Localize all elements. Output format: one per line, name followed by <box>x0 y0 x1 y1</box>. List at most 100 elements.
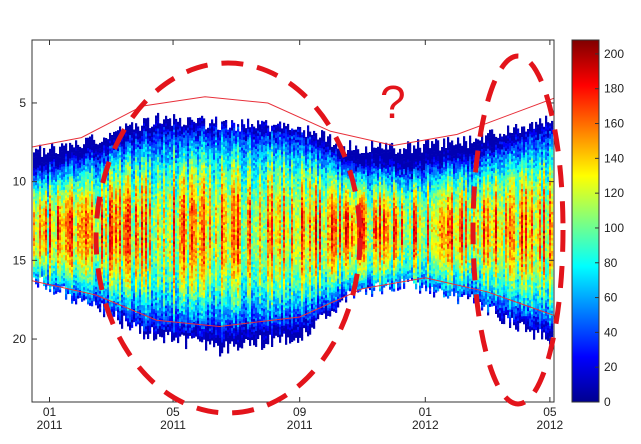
heat-cell <box>83 181 85 184</box>
heat-cell <box>175 181 177 184</box>
heat-cell <box>137 322 139 325</box>
heat-cell <box>137 251 139 254</box>
heat-cell <box>85 151 87 154</box>
heat-cell <box>143 170 145 173</box>
heat-cell <box>83 220 85 223</box>
heat-cell <box>125 303 127 306</box>
heat-cell <box>85 185 87 188</box>
heat-cell <box>117 151 119 154</box>
heat-cell <box>175 228 177 231</box>
heat-cell <box>117 268 119 271</box>
heat-cell <box>135 245 137 248</box>
heat-cell <box>37 186 39 189</box>
heat-cell <box>123 146 125 149</box>
heat-cell <box>157 277 159 280</box>
heat-cell <box>35 242 37 245</box>
heat-cell <box>101 204 103 207</box>
heat-cell <box>53 203 55 206</box>
heat-cell <box>113 153 115 156</box>
heat-cell <box>137 314 139 317</box>
heat-cell <box>129 140 131 143</box>
heat-cell <box>41 274 43 277</box>
heat-cell <box>37 173 39 176</box>
heat-cell <box>143 142 145 145</box>
heat-cell <box>167 327 169 330</box>
heat-cell <box>171 310 173 313</box>
heat-cell <box>49 235 51 238</box>
heat-cell <box>135 128 137 131</box>
heat-cell <box>43 166 45 169</box>
heat-cell <box>103 145 105 148</box>
heat-cell <box>145 303 147 306</box>
heat-cell <box>55 265 57 268</box>
heat-cell <box>141 160 143 163</box>
heat-cell <box>121 282 123 285</box>
heat-cell <box>67 218 69 221</box>
heat-cell <box>145 311 147 314</box>
heat-cell <box>49 216 51 219</box>
heat-cell <box>151 244 153 247</box>
heat-cell <box>35 248 37 251</box>
heat-cell <box>141 149 143 152</box>
heat-cell <box>41 243 43 246</box>
heat-cell <box>81 164 83 167</box>
heat-cell <box>135 308 137 311</box>
heat-cell <box>173 187 175 190</box>
heat-cell <box>89 202 91 205</box>
heat-cell <box>163 205 165 208</box>
heat-cell <box>167 285 169 288</box>
heat-cell <box>101 256 103 259</box>
heat-cell <box>119 145 121 148</box>
heat-cell <box>147 282 149 285</box>
heat-cell <box>129 143 131 146</box>
heat-cell <box>161 194 163 197</box>
heat-cell <box>177 262 179 265</box>
heat-cell <box>159 188 161 191</box>
heat-cell <box>137 244 139 247</box>
heat-cell <box>71 179 73 182</box>
heat-cell <box>149 152 151 155</box>
heat-cell <box>37 220 39 223</box>
heat-cell <box>173 338 175 341</box>
heat-cell <box>33 186 35 189</box>
heat-cell <box>65 266 67 269</box>
heat-cell <box>147 263 149 266</box>
heat-cell <box>127 209 129 212</box>
heat-cell <box>149 269 151 272</box>
heat-cell <box>71 202 73 205</box>
heat-cell <box>93 296 95 299</box>
heat-cell <box>131 182 133 185</box>
heat-cell <box>105 208 107 211</box>
heat-cell <box>73 272 75 275</box>
heat-cell <box>37 259 39 262</box>
heat-cell <box>87 213 89 216</box>
heat-cell <box>141 261 143 264</box>
heat-cell <box>177 148 179 151</box>
heat-cell <box>105 187 107 190</box>
heat-cell <box>139 289 141 292</box>
heat-cell <box>65 297 67 300</box>
heat-cell <box>71 184 73 187</box>
heat-cell <box>155 246 157 249</box>
heat-cell <box>85 255 87 258</box>
heat-cell <box>85 172 87 175</box>
heat-cell <box>139 282 141 285</box>
heat-cell <box>173 200 175 203</box>
heat-cell <box>99 177 101 180</box>
heat-cell <box>151 275 153 278</box>
heat-cell <box>155 300 157 303</box>
heat-cell <box>143 243 145 246</box>
heat-cell <box>119 155 121 158</box>
heat-cell <box>57 172 59 175</box>
heat-cell <box>149 276 151 279</box>
heat-cell <box>167 231 169 234</box>
heat-cell <box>131 153 133 156</box>
heat-cell <box>165 207 167 210</box>
heat-cell <box>177 288 179 291</box>
heat-cell <box>173 288 175 291</box>
heat-cell <box>59 212 61 215</box>
heat-cell <box>139 219 141 222</box>
heat-cell <box>69 268 71 271</box>
heat-cell <box>177 330 179 333</box>
heat-cell <box>55 200 57 203</box>
